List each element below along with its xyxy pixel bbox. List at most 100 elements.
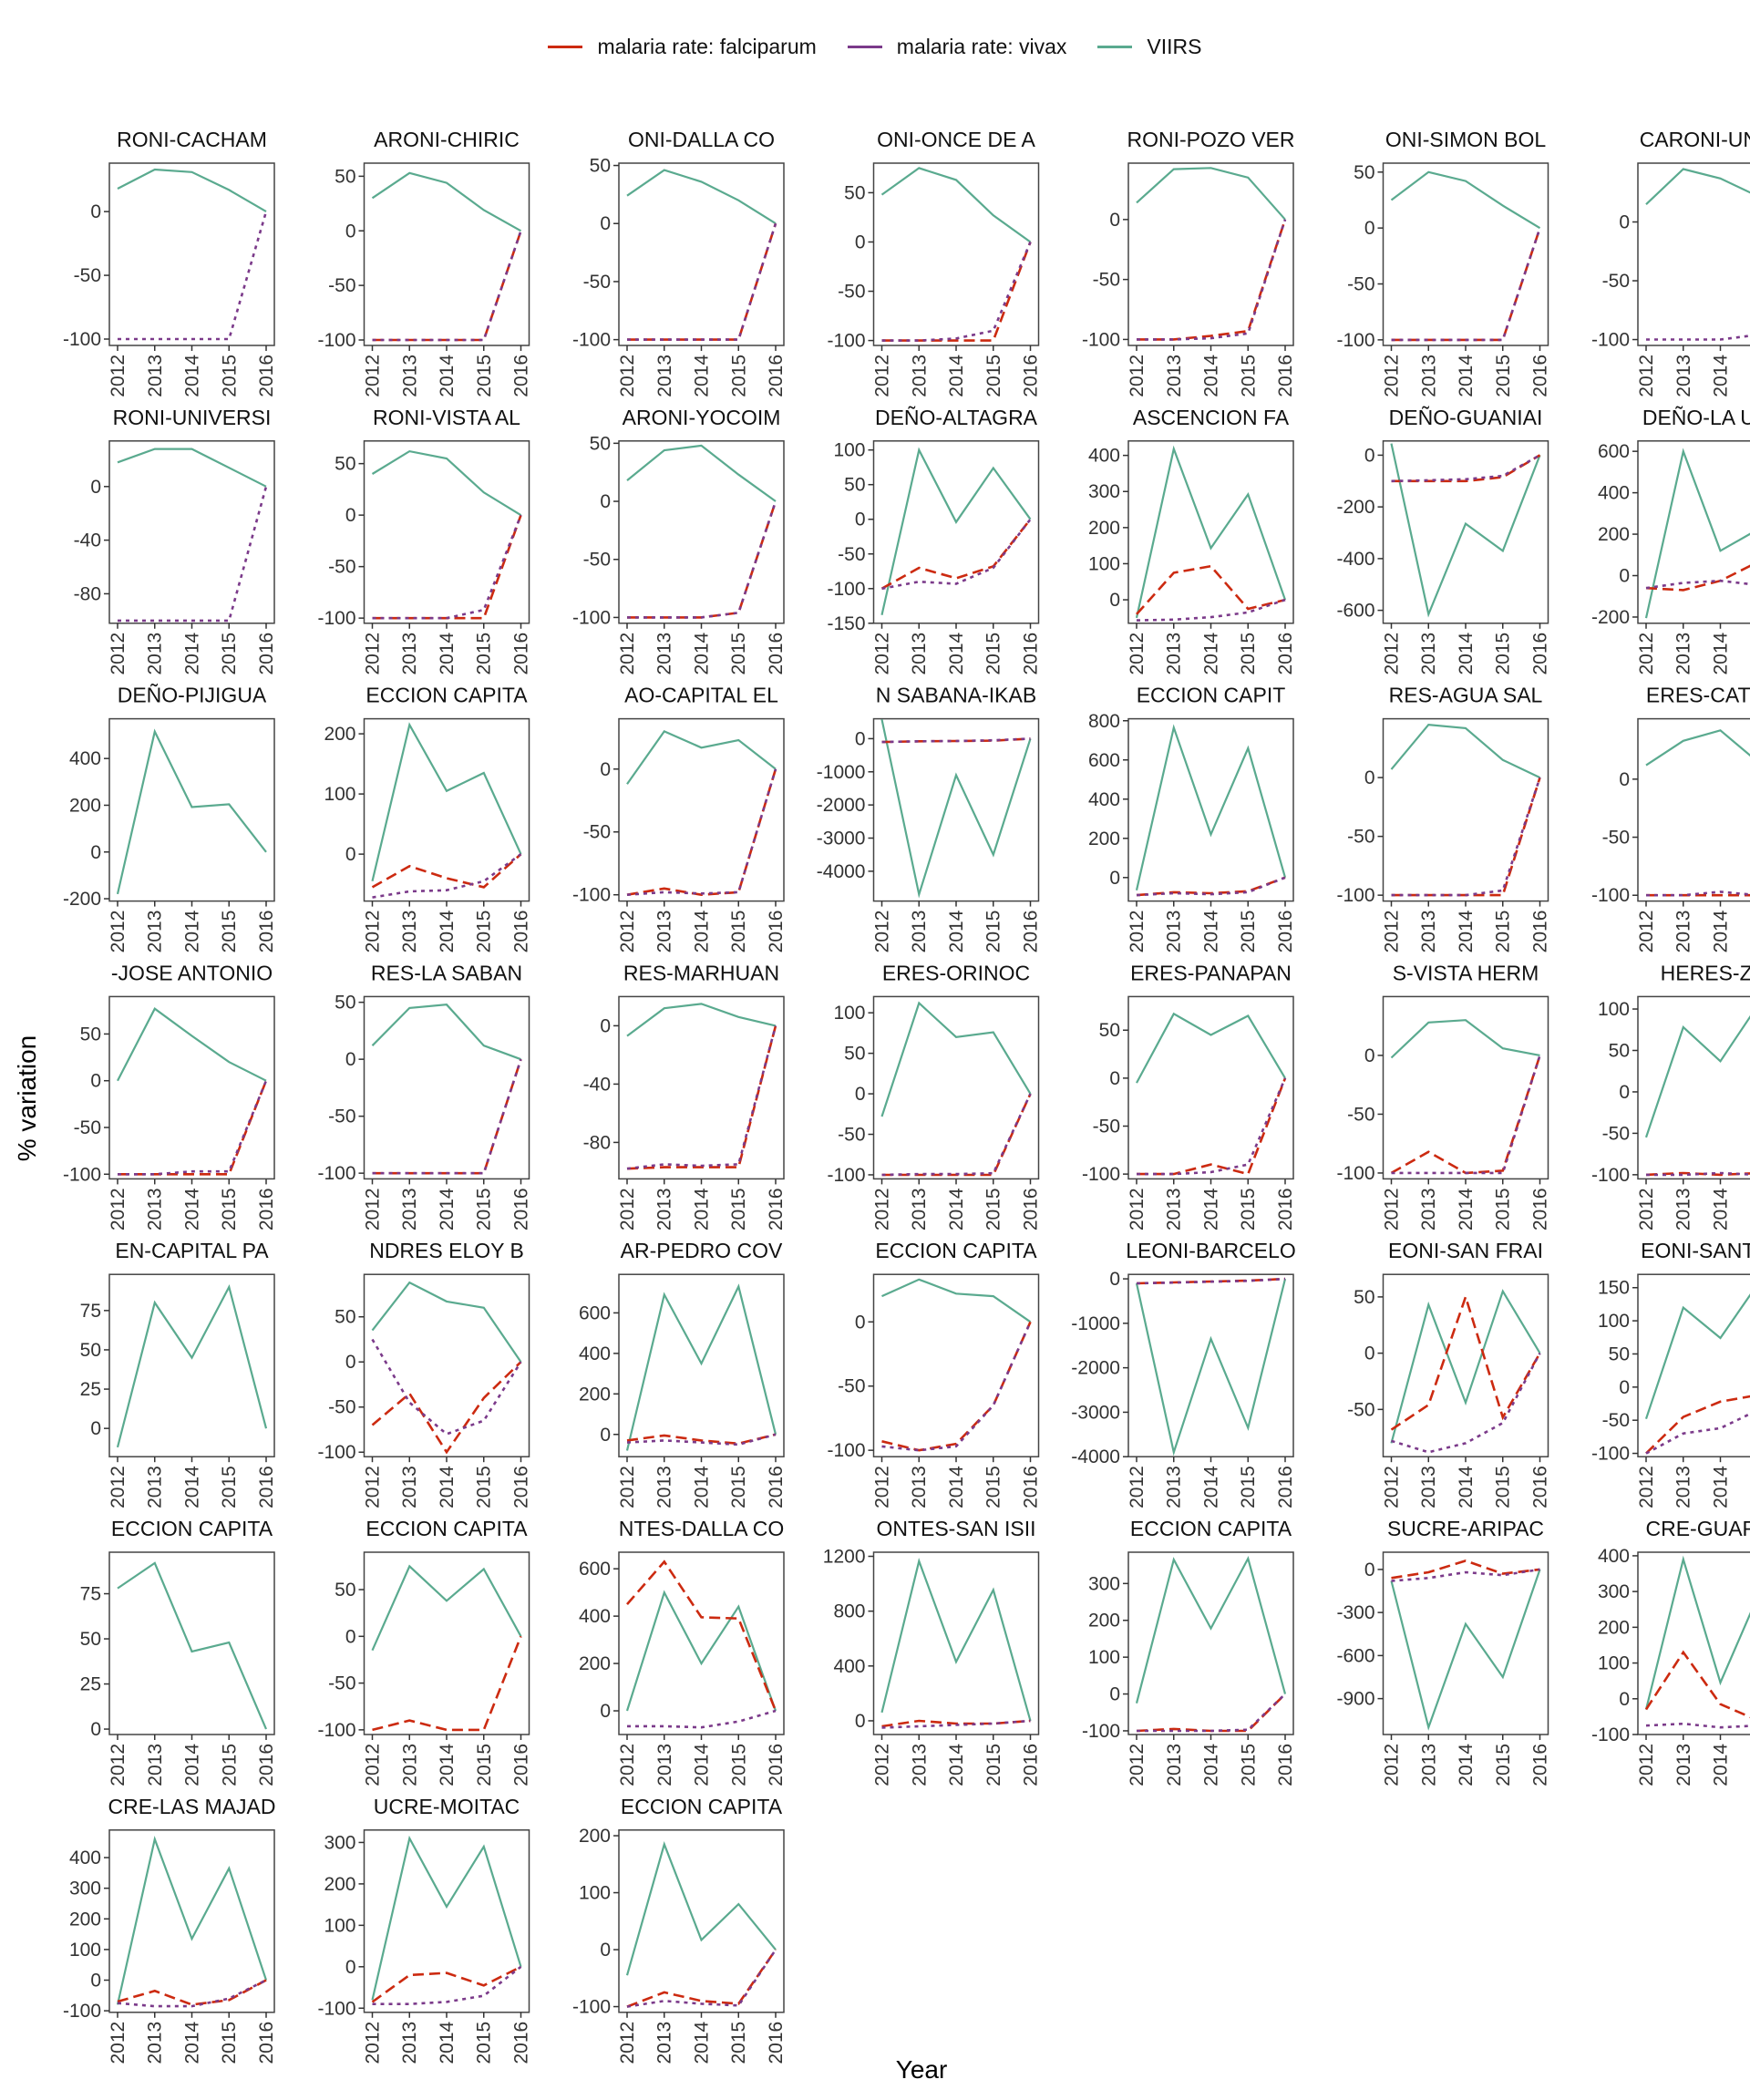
y-tick-label: 300 [1088,481,1120,502]
series-line-falciparum [626,1560,777,1712]
x-tick-label: 2012 [363,633,384,675]
y-tick-label: 0 [855,510,866,530]
x-tick-label: 2015 [1747,633,1750,675]
x-tick-label: 2015 [474,1188,495,1230]
x-tick-label: 2014 [182,1744,203,1786]
x-tick-label: 2016 [766,355,787,397]
y-tick-label: 200 [324,724,355,745]
x-tick-label: 2013 [1673,1744,1694,1786]
y-tick-label: 200 [1598,1617,1630,1638]
y-tick-label: 50 [590,156,611,177]
x-tick-label: 2014 [1711,1188,1732,1230]
x-tick-label: 2016 [256,355,277,397]
x-tick-label: 2013 [145,355,166,397]
x-tick-label: 2015 [1493,1466,1514,1508]
panel-title: NTES-DALLA CO [619,1517,785,1540]
y-tick-label: 100 [69,1940,101,1961]
panel-frame [1637,1273,1750,1457]
y-tick-label: 0 [345,1626,356,1647]
y-tick-label: 400 [833,1656,865,1677]
x-tick-label: 2014 [692,910,713,952]
panel-title: ECCION CAPITA [365,1517,528,1540]
x-tick-label: 2012 [872,1188,893,1230]
y-tick-label: 0 [1109,1269,1120,1290]
panel-title: RONI-CACHAM [117,128,267,151]
series-line-vivax [1391,227,1541,342]
panel: RONI-VISTA AL -100 -50 0 50 2012 2013 2014 2015 2… [317,406,531,675]
x-tick-label: 2015 [1238,1188,1259,1230]
panel-title: UCRE-MOITAC [374,1795,520,1818]
x-tick-label: 2016 [1275,633,1296,675]
x-tick-label: 2014 [1201,1466,1222,1508]
legend-item-vivax: malaria rate: vivax [847,35,1066,59]
series-line-viirs [1390,1019,1540,1059]
y-tick-label: 50 [80,1024,101,1045]
y-tick-label: -600 [1336,1645,1374,1666]
x-tick-label: 2016 [511,355,532,397]
series-line-vivax [627,222,777,341]
x-tick-label: 2015 [1747,1466,1750,1508]
y-tick-label: 25 [80,1379,101,1400]
series-line-viirs [1645,729,1750,767]
x-tick-label: 2012 [1127,355,1148,397]
legend-item-falciparum: malaria rate: falciparum [548,35,817,59]
y-tick-label: -100 [317,330,355,351]
x-tick-label: 2016 [1275,1466,1296,1508]
x-tick-label: 2016 [1021,633,1042,675]
y-tick-label: -50 [328,275,355,296]
series-line-viirs [371,722,522,882]
x-tick-label: 2012 [1382,355,1403,397]
panel: ECCION CAPITA 0 25 50 75 2012 2013 2014 2015 2016 [80,1517,277,1786]
series-line-viirs [1644,1555,1750,1710]
x-tick-label: 2016 [1275,911,1296,953]
y-tick-label: -200 [63,889,101,910]
x-tick-label: 2014 [182,1188,203,1230]
panel: CRE-LAS MAJAD -100 0 100 200 300 400 2012 2013 20… [63,1795,277,2064]
series-line-vivax [1646,1171,1750,1177]
panel-frame [1637,1551,1750,1735]
y-tick-label: 400 [1598,1546,1630,1567]
x-tick-label: 2015 [219,1744,240,1786]
y-tick-label: 50 [1609,1343,1630,1364]
x-tick-label: 2016 [1530,355,1551,397]
x-tick-label: 2014 [1711,1744,1732,1786]
y-tick-label: 200 [579,1384,611,1405]
series-line-falciparum [626,1949,777,2008]
x-tick-label: 2014 [1201,355,1222,397]
series-line-viirs [881,1278,1032,1323]
x-tick-label: 2014 [1456,355,1477,397]
panel-frame [1127,162,1294,346]
y-tick-label: 100 [1088,1647,1120,1668]
x-tick-label: 2013 [654,911,675,953]
y-tick-label: -100 [827,1440,865,1461]
panel: LEONI-BARCELO -4000 -3000 -2000 -1000 0 2012 20… [1071,1239,1296,1508]
y-tick-label: 200 [324,1874,355,1895]
x-tick-label: 2012 [1127,1744,1148,1786]
panel-title: DEÑO-GUANIAI [1389,406,1543,429]
x-tick-label: 2015 [983,1744,1004,1786]
y-tick-label: 0 [90,1418,101,1439]
x-tick-label: 2015 [1747,911,1750,953]
series-line-falciparum [880,518,1032,590]
y-tick-label: -50 [838,1376,865,1397]
x-tick-label: 2016 [1530,911,1551,953]
y-tick-label: 0 [1109,590,1120,611]
x-tick-label: 2015 [1493,633,1514,675]
panel-frame [618,1829,785,2013]
y-tick-label: -50 [838,544,865,565]
y-tick-label: -50 [838,282,865,303]
y-tick-label: -100 [317,1442,355,1463]
y-tick-label: 400 [69,748,101,769]
x-tick-label: 2013 [1673,911,1694,953]
x-tick-label: 2013 [909,1466,930,1508]
panel-frame [618,717,785,902]
series-line-viirs [626,444,777,502]
x-tick-label: 2014 [182,355,203,397]
series-line-viirs [371,1004,521,1061]
y-tick-label: 50 [335,1307,355,1328]
y-tick-label: -4000 [1071,1446,1120,1467]
x-tick-label: 2012 [872,911,893,953]
series-line-viirs [371,171,522,232]
panel-frame [363,440,530,624]
y-tick-label: -50 [1093,270,1120,291]
